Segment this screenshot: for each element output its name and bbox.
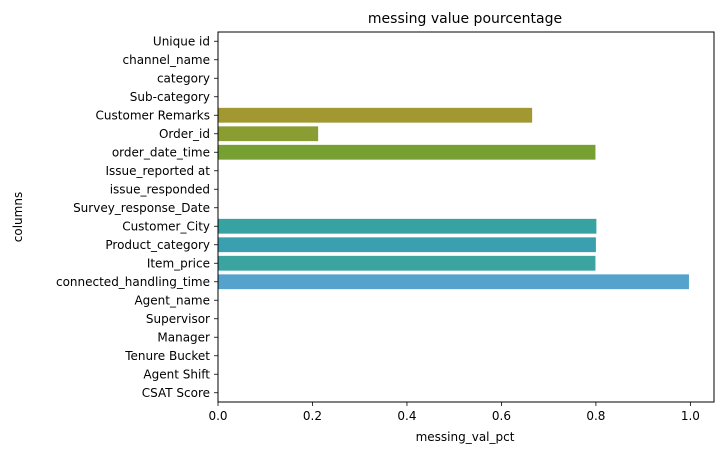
y-tick-label: Issue_reported at bbox=[105, 164, 210, 178]
bar-connected-handling-time bbox=[218, 274, 689, 290]
y-axis-ticks: Unique id channel_name category Sub-categor… bbox=[56, 34, 218, 400]
y-tick-label: Sub-category bbox=[130, 90, 210, 104]
plot-frame bbox=[217, 31, 715, 403]
bar-order-id bbox=[218, 126, 319, 142]
x-axis-label: messing_val_pct bbox=[416, 430, 515, 444]
y-tick-label: category bbox=[157, 71, 210, 85]
bar-item-price bbox=[218, 255, 596, 271]
x-tick-label: 0.0 bbox=[208, 409, 227, 423]
y-tick-label: Product_category bbox=[105, 238, 210, 252]
x-tick-label: 0.6 bbox=[492, 409, 511, 423]
y-tick-label: Supervisor bbox=[146, 312, 210, 326]
y-tick-label: Item_price bbox=[147, 256, 210, 270]
y-tick-label: Agent_name bbox=[134, 293, 210, 307]
y-tick-label: Manager bbox=[157, 330, 210, 344]
bar-order-date-time bbox=[218, 144, 596, 160]
y-tick-label: Order_id bbox=[159, 127, 210, 141]
y-tick-label: channel_name bbox=[122, 53, 210, 67]
y-tick-label: issue_responded bbox=[110, 182, 210, 196]
y-tick-label: CSAT Score bbox=[142, 386, 210, 400]
y-tick-label: Unique id bbox=[153, 34, 210, 48]
y-tick-label: Customer_City bbox=[122, 219, 210, 233]
bars-group bbox=[218, 107, 689, 290]
y-tick-label: Tenure Bucket bbox=[124, 349, 210, 363]
x-tick-label: 0.8 bbox=[586, 409, 605, 423]
y-tick-label: Customer Remarks bbox=[96, 108, 210, 122]
y-tick-label: Survey_response_Date bbox=[73, 201, 210, 215]
chart-title: messing value pourcentage bbox=[368, 11, 562, 27]
x-axis-ticks: 0.0 0.2 0.4 0.6 0.8 1.0 bbox=[208, 402, 700, 423]
x-tick-label: 0.2 bbox=[303, 409, 322, 423]
y-tick-label: Agent Shift bbox=[143, 367, 210, 381]
x-tick-label: 1.0 bbox=[681, 409, 700, 423]
bar-product-category bbox=[218, 237, 596, 253]
y-tick-label: connected_handling_time bbox=[56, 275, 210, 289]
bar-customer-remarks bbox=[218, 107, 533, 123]
bar-customer-city bbox=[218, 218, 597, 234]
x-tick-label: 0.4 bbox=[397, 409, 416, 423]
y-tick-label: order_date_time bbox=[112, 145, 210, 159]
y-axis-label: columns bbox=[11, 192, 25, 242]
